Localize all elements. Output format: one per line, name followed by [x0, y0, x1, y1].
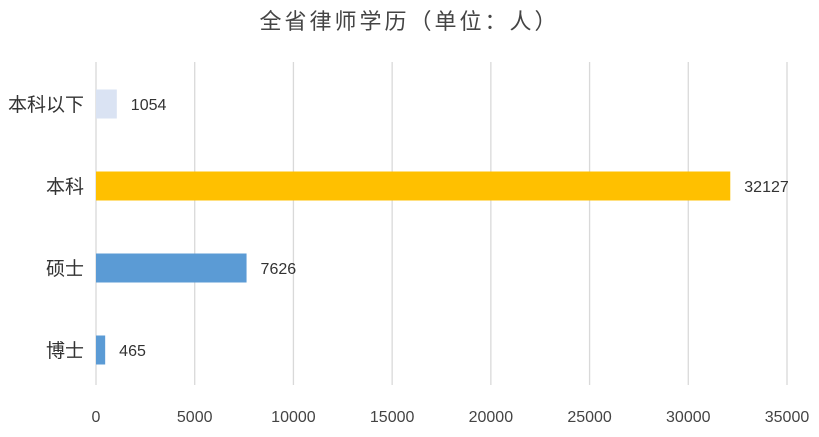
bar-0 — [96, 89, 117, 119]
x-tick-label: 10000 — [271, 409, 316, 426]
x-tick-label: 25000 — [567, 409, 612, 426]
axis-layer: 0 5000 10000 15000 20000 25000 30000 35000 本科以下本… — [8, 94, 809, 426]
chart-title: 全省律师学历（单位：人） — [259, 10, 560, 35]
x-tick-label: 30000 — [666, 409, 711, 426]
bar-2 — [96, 253, 247, 283]
bar-1 — [96, 171, 731, 201]
x-tick-label: 20000 — [469, 409, 514, 426]
x-tick-label: 5000 — [177, 409, 213, 426]
category-label: 本科以下 — [8, 94, 84, 116]
bar-layer — [96, 89, 731, 365]
grid-layer — [95, 62, 788, 385]
category-label: 博士 — [46, 340, 84, 362]
data-label: 32127 — [744, 179, 789, 196]
x-tick-label: 15000 — [370, 409, 415, 426]
category-label: 本科 — [46, 176, 84, 198]
data-label: 7626 — [261, 261, 297, 278]
x-tick-label: 0 — [92, 409, 101, 426]
category-label: 硕士 — [46, 258, 84, 280]
data-label: 1054 — [131, 97, 167, 114]
data-label: 465 — [119, 343, 146, 360]
bar-3 — [96, 335, 106, 365]
x-tick-label: 35000 — [765, 409, 810, 426]
label-layer: 1054 32127 7626 465 — [119, 97, 789, 360]
